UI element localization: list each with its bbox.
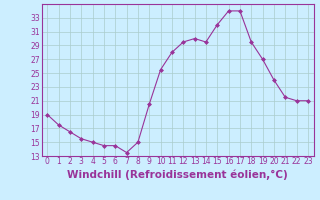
- X-axis label: Windchill (Refroidissement éolien,°C): Windchill (Refroidissement éolien,°C): [67, 169, 288, 180]
